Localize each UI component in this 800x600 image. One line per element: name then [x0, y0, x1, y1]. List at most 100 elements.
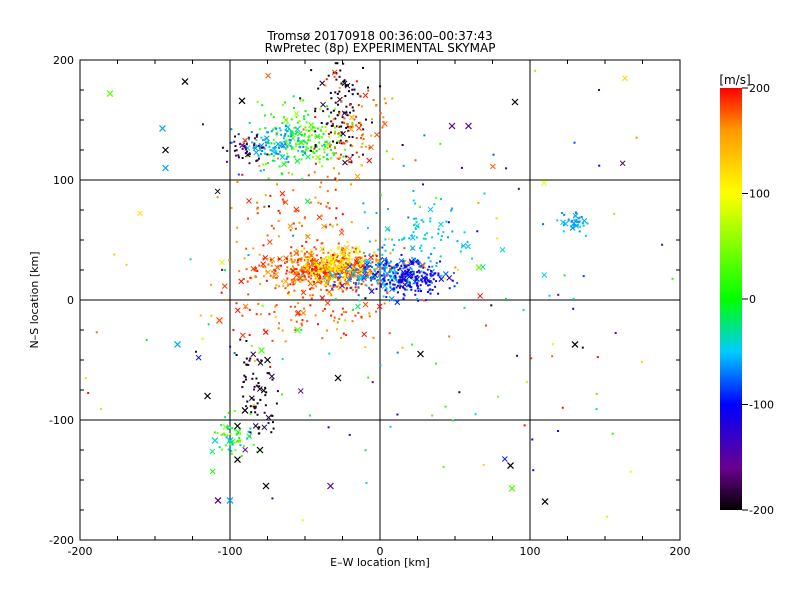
data-point [552, 343, 555, 346]
data-point [572, 224, 575, 227]
data-point [279, 190, 286, 197]
data-point [291, 265, 294, 268]
data-point [404, 288, 407, 291]
data-point [358, 250, 361, 253]
data-point [441, 235, 444, 238]
data-point [248, 153, 251, 156]
data-point [351, 106, 354, 109]
data-point [260, 136, 263, 139]
data-point [354, 251, 357, 254]
data-point [264, 404, 267, 407]
data-point [391, 270, 394, 273]
data-point [294, 126, 301, 132]
data-point [395, 299, 398, 302]
colorbar-tick-label: -100 [749, 399, 774, 412]
data-point [304, 277, 307, 280]
data-point [409, 271, 412, 274]
data-point [125, 263, 128, 266]
data-point [340, 270, 343, 273]
data-point [353, 276, 356, 279]
data-point [398, 286, 401, 289]
data-point [87, 391, 90, 394]
data-point [289, 229, 292, 232]
data-point [578, 230, 581, 233]
data-point [516, 354, 519, 357]
data-point [314, 272, 317, 275]
data-point [517, 187, 520, 190]
data-point [375, 310, 378, 313]
data-point [371, 261, 374, 264]
data-point [371, 118, 374, 121]
data-point [272, 138, 275, 141]
data-point [463, 231, 466, 234]
data-point [312, 287, 315, 290]
data-point [335, 78, 338, 81]
data-point [439, 198, 442, 201]
data-point [282, 137, 285, 140]
data-point [337, 246, 340, 249]
data-point [334, 297, 337, 300]
data-point [245, 247, 248, 250]
data-point [279, 150, 282, 153]
data-point [354, 247, 357, 250]
data-point [319, 288, 322, 291]
data-point [313, 171, 316, 174]
data-point [364, 277, 367, 280]
data-point [339, 139, 342, 142]
data-point [388, 264, 391, 267]
data-point [297, 388, 304, 394]
data-point [272, 116, 275, 119]
data-point [252, 372, 255, 375]
data-point [401, 346, 404, 349]
data-point [348, 275, 351, 278]
data-point [394, 277, 397, 280]
data-point [256, 270, 259, 273]
data-point [327, 293, 330, 296]
data-point [385, 262, 388, 265]
data-point [595, 408, 598, 411]
data-point [287, 291, 290, 294]
data-point [365, 266, 368, 269]
data-point [259, 153, 262, 156]
data-point [342, 332, 345, 335]
data-point [372, 273, 375, 276]
data-point [306, 256, 309, 259]
data-point [225, 160, 228, 163]
data-point [261, 424, 268, 431]
data-point [458, 391, 461, 394]
data-point [299, 280, 302, 283]
data-point [256, 201, 259, 204]
data-point [286, 145, 289, 148]
data-point [401, 281, 408, 288]
data-point [324, 143, 327, 146]
data-point [348, 135, 351, 138]
data-point [238, 436, 241, 439]
data-point [229, 345, 232, 348]
data-point [434, 362, 437, 365]
data-point [337, 283, 340, 286]
data-point [477, 293, 484, 299]
data-point [485, 324, 488, 327]
y-axis-label: N–S location [km] [28, 251, 41, 348]
data-point [384, 283, 387, 286]
data-point [375, 279, 378, 282]
data-point [252, 423, 259, 429]
data-point [438, 276, 445, 282]
data-point [342, 311, 345, 314]
data-point [410, 288, 413, 291]
data-point [290, 319, 293, 322]
data-point [377, 275, 380, 278]
data-point [369, 265, 372, 268]
data-point [410, 234, 413, 237]
data-point [330, 261, 333, 264]
data-point [313, 283, 316, 286]
data-point [315, 149, 318, 152]
data-point [342, 155, 345, 158]
data-point [460, 242, 467, 249]
data-point [338, 112, 341, 115]
data-point [362, 280, 365, 283]
data-point [446, 274, 453, 281]
data-point [320, 214, 323, 217]
data-point [282, 146, 285, 149]
data-point [303, 115, 306, 118]
